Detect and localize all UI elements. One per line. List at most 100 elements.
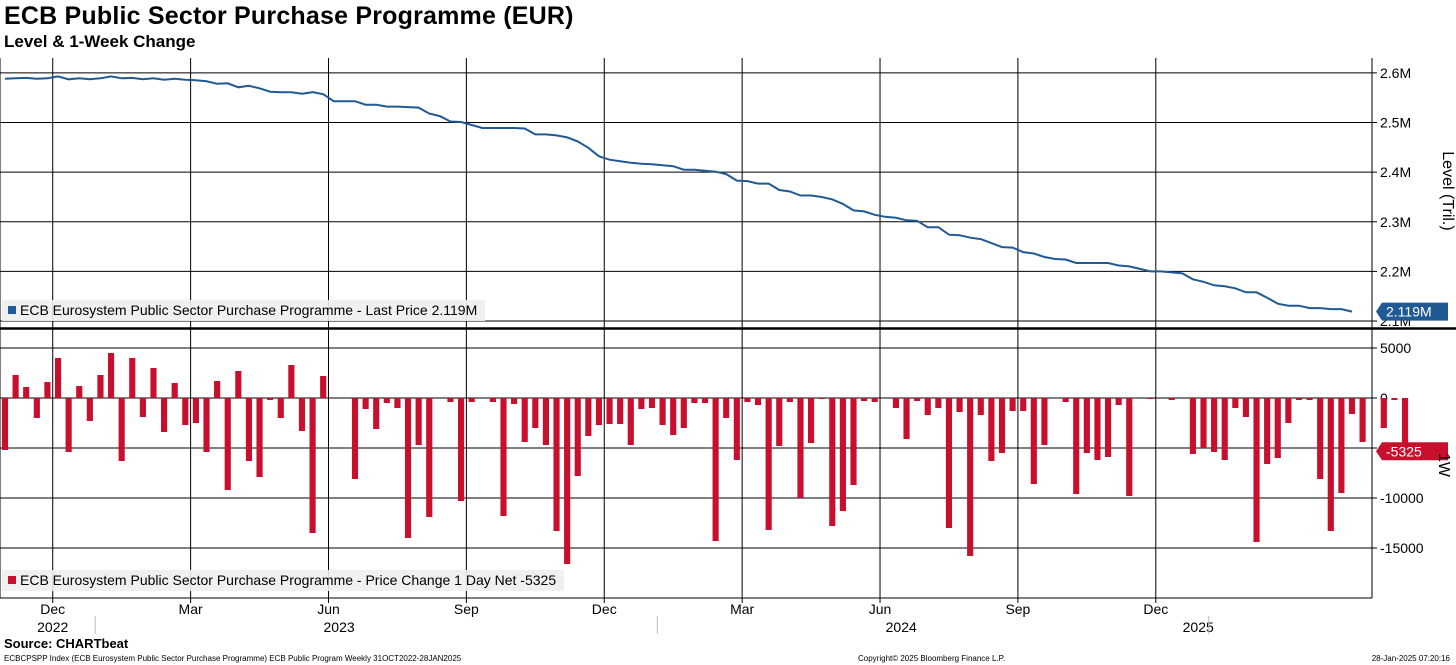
- change-bar: [447, 398, 454, 402]
- change-bar: [1232, 398, 1239, 408]
- change-bar: [1317, 398, 1324, 479]
- legend-change-text: ECB Eurosystem Public Sector Purchase Pr…: [20, 572, 557, 588]
- change-bar: [1338, 398, 1345, 493]
- change-bar: [320, 376, 327, 398]
- change-bar: [945, 398, 953, 528]
- change-bar: [1401, 398, 1409, 452]
- change-bar: [977, 398, 984, 415]
- y-tick-label-level: 2.5M: [1380, 115, 1411, 131]
- change-bar: [733, 398, 740, 460]
- change-bar: [1295, 398, 1303, 400]
- x-tick-label-month: Mar: [730, 601, 754, 617]
- change-bar: [1211, 398, 1218, 452]
- change-bar: [182, 398, 189, 425]
- change-bar: [1126, 398, 1133, 496]
- change-bar: [1253, 398, 1260, 542]
- change-bar: [574, 398, 581, 476]
- change-bar: [383, 398, 390, 403]
- change-bar: [871, 398, 878, 402]
- y-axis-label-level: Level (Tril.): [1439, 151, 1456, 231]
- change-bar: [1348, 398, 1356, 414]
- last-value-badge-level-shape: [1376, 302, 1448, 321]
- last-value-badge-change-shape: [1376, 442, 1448, 461]
- change-bar: [1380, 398, 1387, 428]
- change-bar: [256, 398, 263, 477]
- change-bar: [903, 398, 910, 439]
- change-bar: [818, 398, 825, 399]
- change-bar: [214, 381, 221, 398]
- change-bar: [691, 398, 698, 403]
- change-bar: [76, 386, 83, 398]
- change-bar: [171, 383, 178, 398]
- change-bar: [457, 398, 465, 501]
- change-bar: [1306, 398, 1313, 400]
- change-bar: [415, 398, 422, 445]
- change-bar: [404, 398, 412, 538]
- change-bar: [606, 398, 613, 424]
- change-bar: [765, 398, 772, 530]
- x-tick-label-month: Dec: [592, 601, 617, 617]
- change-bar: [1285, 398, 1292, 423]
- change-bar: [956, 398, 963, 412]
- legend-change: ECB Eurosystem Public Sector Purchase Pr…: [2, 570, 565, 591]
- x-tick-label-month: Sep: [454, 601, 479, 617]
- change-bar: [288, 365, 295, 398]
- change-bar: [1200, 398, 1207, 448]
- change-bar: [1, 398, 9, 450]
- x-tick-label-month: Mar: [179, 601, 203, 617]
- legend-level: ECB Eurosystem Public Sector Purchase Pr…: [2, 300, 486, 321]
- change-bar: [829, 398, 836, 526]
- y-tick-label-change: 5000: [1380, 340, 1411, 356]
- change-bar: [97, 375, 104, 398]
- change-bar: [532, 398, 539, 428]
- change-bar: [808, 398, 815, 443]
- change-bar: [850, 398, 857, 485]
- change-bar: [1189, 398, 1196, 454]
- change-bar: [786, 398, 793, 402]
- chart-subtitle: Level & 1-Week Change: [4, 32, 196, 51]
- change-bar: [373, 398, 380, 429]
- change-bar: [1391, 398, 1398, 400]
- change-bar: [967, 398, 974, 556]
- change-bar: [723, 398, 730, 418]
- change-bar: [1083, 398, 1090, 453]
- change-bar: [627, 398, 634, 445]
- change-bar: [192, 398, 199, 423]
- change-bar: [553, 398, 560, 531]
- change-bar: [595, 398, 603, 425]
- change-bar: [1041, 398, 1048, 445]
- change-bar: [362, 398, 369, 409]
- chart-title: ECB Public Sector Purchase Programme (EU…: [4, 2, 574, 30]
- footer-ticker: ECBCPSPP Index (ECB Eurosystem Public Se…: [4, 654, 462, 663]
- change-bar: [129, 358, 136, 398]
- change-bar: [998, 398, 1006, 453]
- source-note: Source: CHARTbeat: [4, 636, 129, 651]
- change-bar: [638, 398, 645, 409]
- last-value-badge-change: -5325: [1376, 442, 1448, 461]
- change-bar: [309, 398, 316, 533]
- y-tick-label-level: 2.4M: [1380, 164, 1411, 180]
- change-bar: [351, 398, 359, 479]
- change-bar: [839, 398, 846, 511]
- footer-timestamp: 28-Jan-2025 07:20:16: [1371, 654, 1450, 663]
- change-bar: [1168, 398, 1175, 400]
- change-bar: [426, 398, 433, 517]
- change-bar: [500, 398, 507, 516]
- change-bar: [914, 398, 921, 401]
- change-bar: [1359, 398, 1366, 442]
- change-bar: [277, 398, 284, 418]
- change-bar: [585, 398, 592, 436]
- change-bar: [924, 398, 931, 415]
- change-bar: [988, 398, 995, 461]
- change-bar: [33, 398, 40, 418]
- change-bar: [1104, 398, 1112, 457]
- x-tick-label-month: Jun: [869, 601, 892, 617]
- change-bar: [797, 398, 804, 498]
- y-tick-label-change: -10000: [1380, 490, 1424, 506]
- change-bar: [564, 398, 571, 564]
- change-bar: [267, 398, 274, 400]
- change-bar: [511, 398, 518, 404]
- x-tick-label-month: Dec: [1143, 601, 1168, 617]
- change-bar: [468, 398, 475, 402]
